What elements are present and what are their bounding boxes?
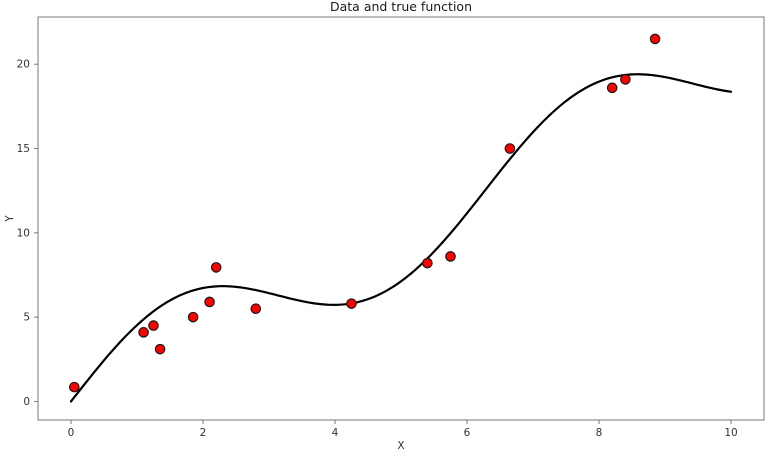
chart-title: Data and true function xyxy=(330,0,472,14)
data-point xyxy=(148,320,159,331)
y-axis-label: Y xyxy=(4,215,16,223)
data-point xyxy=(445,251,456,262)
data-point xyxy=(422,257,433,269)
data-point xyxy=(69,381,80,393)
x-tick-label: 6 xyxy=(464,427,471,439)
axes-frame xyxy=(37,16,765,421)
data-point xyxy=(138,327,149,338)
x-tick-label: 2 xyxy=(200,427,207,439)
y-tick-label: 15 xyxy=(17,143,30,155)
data-point xyxy=(154,343,166,355)
y-tick-label: 10 xyxy=(17,227,30,239)
y-tick-label: 0 xyxy=(23,396,30,408)
data-point xyxy=(346,298,357,309)
x-tick-label: 4 xyxy=(332,427,339,439)
data-point xyxy=(620,74,631,85)
true-function-curve xyxy=(69,73,733,403)
y-tick-label: 5 xyxy=(23,312,30,324)
x-tick-label: 8 xyxy=(596,427,603,439)
data-point xyxy=(210,262,222,273)
data-point xyxy=(649,33,661,45)
data-point xyxy=(204,296,215,308)
data-point xyxy=(504,143,516,154)
data-point xyxy=(187,311,199,323)
x-tick-label: 10 xyxy=(724,427,737,439)
x-axis-label: X xyxy=(397,440,404,452)
data-point xyxy=(606,82,618,94)
x-tick-label: 0 xyxy=(68,427,75,439)
y-tick-label: 20 xyxy=(17,59,30,71)
data-point xyxy=(250,303,262,315)
